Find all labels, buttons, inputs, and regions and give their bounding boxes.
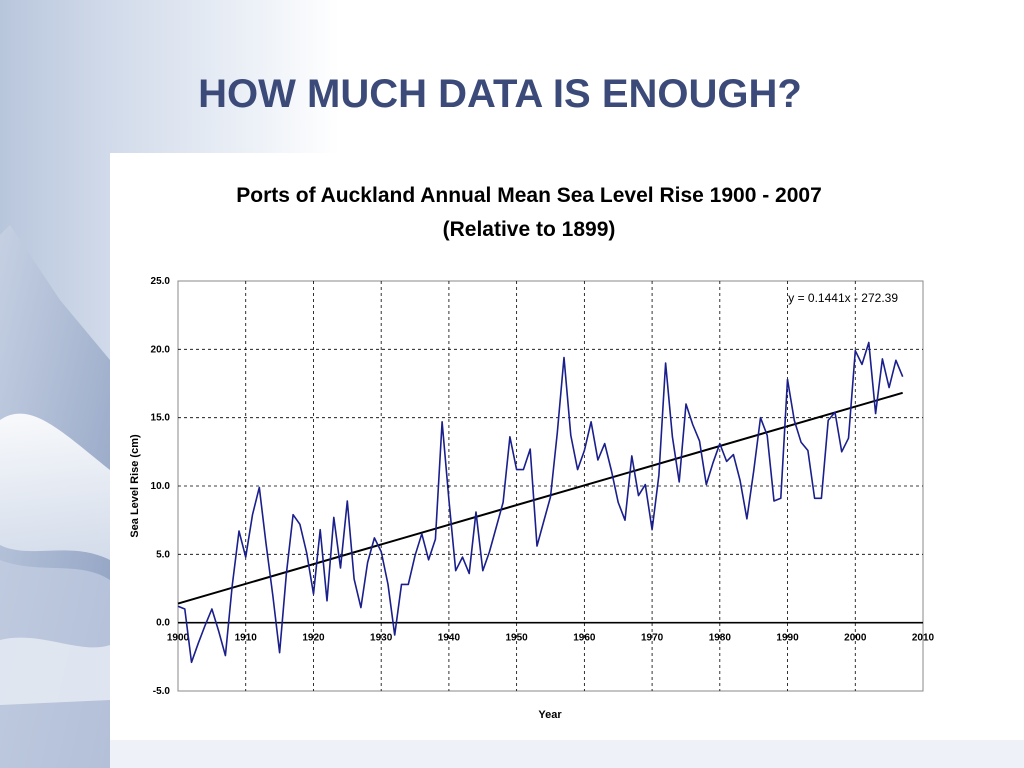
trend-line — [177, 391, 903, 605]
x-tick-label: 1960 — [573, 633, 596, 644]
y-tick-label: 0.0 — [156, 618, 170, 629]
x-tick-label: 1980 — [709, 633, 732, 644]
y-tick-label: 10.0 — [151, 481, 171, 492]
chart-title: Ports of Auckland Annual Mean Sea Level … — [236, 184, 822, 207]
x-tick-label: 2010 — [912, 633, 935, 644]
sea-level-series-line — [177, 341, 904, 664]
y-tick-label: 25.0 — [151, 276, 171, 287]
x-tick-label: 1940 — [438, 633, 461, 644]
x-tick-label: 1970 — [641, 633, 664, 644]
trend-equation: y = 0.1441x - 272.39 — [788, 291, 898, 305]
x-tick-label: 1920 — [302, 633, 325, 644]
y-tick-label: 5.0 — [156, 549, 170, 560]
y-tick-label: -5.0 — [153, 686, 171, 697]
slide-title: HOW MUCH DATA IS ENOUGH? — [198, 72, 802, 116]
x-tick-label: 1910 — [235, 633, 258, 644]
x-tick-label: 1950 — [506, 633, 529, 644]
y-tick-label: 20.0 — [151, 344, 171, 355]
x-tick-label: 1990 — [776, 633, 799, 644]
y-tick-label: 15.0 — [151, 413, 171, 424]
axis-ticks: 1900 1910 1920 1930 1940 1950 1960 1970 1980 1990… — [151, 276, 935, 697]
y-axis-label: Sea Level Rise (cm) — [129, 434, 141, 538]
grid — [178, 281, 923, 691]
x-tick-label: 1930 — [370, 633, 393, 644]
chart-panel: Ports of Auckland Annual Mean Sea Level … — [110, 153, 1024, 740]
chart-subtitle: (Relative to 1899) — [443, 218, 616, 241]
trendline — [177, 391, 903, 605]
x-tick-label: 2000 — [844, 633, 867, 644]
series-line — [177, 341, 904, 664]
x-axis-label: Year — [538, 709, 562, 721]
sea-level-chart: Ports of Auckland Annual Mean Sea Level … — [129, 184, 935, 721]
x-tick-label: 1900 — [167, 633, 190, 644]
